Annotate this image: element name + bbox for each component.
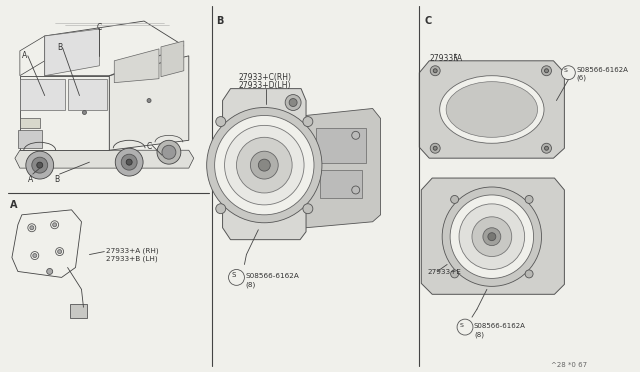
Circle shape <box>525 195 533 203</box>
Text: 27933+E: 27933+E <box>428 269 461 275</box>
Text: S: S <box>231 272 236 278</box>
Circle shape <box>162 145 176 159</box>
Ellipse shape <box>440 76 544 143</box>
Bar <box>316 128 365 163</box>
Text: C: C <box>424 16 431 26</box>
Text: 27933+A (RH): 27933+A (RH) <box>106 248 159 254</box>
Text: B: B <box>58 43 63 52</box>
Text: B: B <box>216 16 224 26</box>
Circle shape <box>47 269 52 275</box>
Text: S: S <box>563 68 567 73</box>
Circle shape <box>237 137 292 193</box>
Circle shape <box>545 69 548 73</box>
Circle shape <box>26 151 54 179</box>
Polygon shape <box>45 21 184 76</box>
Circle shape <box>121 154 137 170</box>
Text: (8): (8) <box>245 281 255 288</box>
Circle shape <box>259 159 270 171</box>
Circle shape <box>36 162 43 168</box>
Text: S: S <box>460 323 464 328</box>
Circle shape <box>430 66 440 76</box>
Bar <box>70 304 88 318</box>
Circle shape <box>433 146 437 150</box>
Text: C: C <box>147 142 152 151</box>
Circle shape <box>285 94 301 110</box>
Polygon shape <box>161 41 184 77</box>
Circle shape <box>289 99 297 106</box>
Circle shape <box>433 69 437 73</box>
Circle shape <box>561 66 575 80</box>
Circle shape <box>459 204 525 269</box>
Circle shape <box>545 146 548 150</box>
Text: A: A <box>22 51 27 60</box>
Polygon shape <box>20 79 65 110</box>
Polygon shape <box>115 49 159 83</box>
Text: S08566-6162A: S08566-6162A <box>245 273 300 279</box>
Text: C: C <box>97 23 102 32</box>
Bar <box>320 170 362 198</box>
Circle shape <box>33 254 36 257</box>
Circle shape <box>457 319 473 335</box>
Circle shape <box>126 159 132 165</box>
Circle shape <box>472 217 512 257</box>
Circle shape <box>214 115 314 215</box>
Polygon shape <box>419 61 564 158</box>
Circle shape <box>541 66 552 76</box>
Circle shape <box>442 187 541 286</box>
Circle shape <box>216 204 226 214</box>
Circle shape <box>157 140 181 164</box>
Circle shape <box>488 233 496 241</box>
Circle shape <box>216 116 226 126</box>
Polygon shape <box>223 89 306 240</box>
Polygon shape <box>109 56 189 150</box>
Polygon shape <box>12 210 81 278</box>
Text: A: A <box>28 175 33 184</box>
Text: 27933+B (LH): 27933+B (LH) <box>106 256 158 262</box>
Circle shape <box>525 270 533 278</box>
Polygon shape <box>20 36 45 76</box>
Text: 27933+C(RH): 27933+C(RH) <box>239 73 291 82</box>
Circle shape <box>30 226 34 230</box>
Circle shape <box>303 204 313 214</box>
Polygon shape <box>68 79 108 110</box>
Circle shape <box>83 110 86 115</box>
Circle shape <box>250 151 278 179</box>
Text: (8): (8) <box>474 331 484 337</box>
Polygon shape <box>20 118 40 128</box>
Circle shape <box>450 195 534 278</box>
Polygon shape <box>298 109 381 228</box>
Ellipse shape <box>446 82 538 137</box>
Circle shape <box>451 270 459 278</box>
Circle shape <box>541 143 552 153</box>
Text: 27933FA: 27933FA <box>429 54 462 63</box>
Circle shape <box>115 148 143 176</box>
Text: S08566-6162A: S08566-6162A <box>474 323 526 329</box>
Circle shape <box>52 223 56 227</box>
Circle shape <box>207 108 322 223</box>
Polygon shape <box>20 76 109 150</box>
Circle shape <box>225 125 304 205</box>
Circle shape <box>430 143 440 153</box>
Circle shape <box>228 269 244 285</box>
Text: A: A <box>10 200 17 210</box>
Circle shape <box>483 228 500 246</box>
Text: B: B <box>54 175 60 184</box>
Circle shape <box>303 116 313 126</box>
Text: S08566-6162A: S08566-6162A <box>576 67 628 73</box>
Text: ^28 *0 67: ^28 *0 67 <box>552 362 588 368</box>
Circle shape <box>58 250 61 254</box>
Polygon shape <box>18 130 42 148</box>
Polygon shape <box>421 178 564 294</box>
Circle shape <box>451 195 459 203</box>
Circle shape <box>147 99 151 103</box>
Polygon shape <box>45 29 99 76</box>
Polygon shape <box>15 150 194 168</box>
Text: 27933+D(LH): 27933+D(LH) <box>239 81 291 90</box>
Circle shape <box>32 157 48 173</box>
Text: (6): (6) <box>576 75 586 81</box>
